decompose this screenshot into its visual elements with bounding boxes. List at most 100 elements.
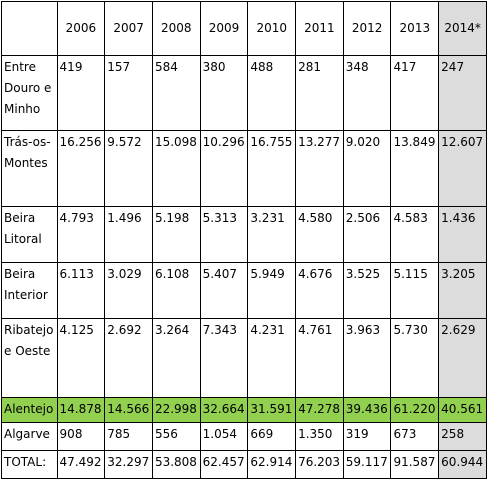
row-label: TOTAL: [1, 450, 58, 479]
row-label: Algarve [1, 422, 58, 451]
data-row: Alentejo 14.878 14.566 22.998 32.664 31.591 47… [1, 397, 487, 423]
cell: 6.113 [56, 262, 106, 319]
cell: 417 [390, 55, 440, 131]
cell: 908 [56, 422, 106, 451]
header-cell: 2009 [199, 1, 249, 56]
cell: 4.580 [295, 206, 344, 263]
cell: 13.277 [295, 130, 344, 207]
cell: 91.587 [390, 450, 440, 479]
header-cell [1, 1, 58, 56]
cell: 673 [390, 422, 440, 451]
cell: 669 [247, 422, 297, 451]
cell: 258 [438, 422, 487, 451]
cell: 4.761 [295, 318, 344, 398]
cell: 15.098 [151, 130, 201, 207]
cell: 584 [151, 55, 201, 131]
cell: 319 [342, 422, 392, 451]
row-label: Alentejo [1, 397, 58, 423]
cell: 53.808 [151, 450, 201, 479]
header-cell: 2011 [295, 1, 344, 56]
cell: 5.115 [390, 262, 440, 319]
cell: 32.664 [199, 397, 249, 423]
data-row: Ribatejo e Oeste 4.125 2.692 3.264 7.343 4.23… [1, 318, 487, 398]
cell: 4.231 [247, 318, 297, 398]
cell: 2.629 [438, 318, 487, 398]
cell: 16.755 [247, 130, 297, 207]
cell: 59.117 [342, 450, 392, 479]
cell: 556 [151, 422, 201, 451]
header-cell: 2010 [247, 1, 297, 56]
data-row: Algarve 908 785 556 1.054 669 1.350 319 673 258 [1, 422, 487, 451]
cell: 4.676 [295, 262, 344, 319]
cell: 4.583 [390, 206, 440, 263]
cell: 5.313 [199, 206, 249, 263]
cell: 3.525 [342, 262, 392, 319]
cell: 380 [199, 55, 249, 131]
cell: 47.492 [56, 450, 106, 479]
cell: 6.108 [151, 262, 201, 319]
cell: 281 [295, 55, 344, 131]
cell: 3.963 [342, 318, 392, 398]
cell: 32.297 [104, 450, 153, 479]
cell: 14.566 [104, 397, 153, 423]
row-label: Trás-os-Montes [1, 130, 58, 207]
cell: 3.231 [247, 206, 297, 263]
data-row: Beira Litoral 4.793 1.496 5.198 5.313 3.231 4.… [1, 206, 487, 263]
cell: 1.054 [199, 422, 249, 451]
cell: 1.350 [295, 422, 344, 451]
cell: 419 [56, 55, 106, 131]
cell: 76.203 [295, 450, 344, 479]
cell: 785 [104, 422, 153, 451]
header-cell: 2007 [104, 1, 153, 56]
cell: 62.457 [199, 450, 249, 479]
cell: 62.914 [247, 450, 297, 479]
cell: 12.607 [438, 130, 487, 207]
cell: 3.029 [104, 262, 153, 319]
cell: 488 [247, 55, 297, 131]
header-cell: 2013 [390, 1, 440, 56]
cell: 5.198 [151, 206, 201, 263]
header-cell: 2012 [342, 1, 392, 56]
cell: 31.591 [247, 397, 297, 423]
cell: 3.264 [151, 318, 201, 398]
cell: 61.220 [390, 397, 440, 423]
cell: 9.572 [104, 130, 153, 207]
cell: 4.793 [56, 206, 106, 263]
cell: 7.343 [199, 318, 249, 398]
cell: 14.878 [56, 397, 106, 423]
data-row: TOTAL: 47.492 32.297 53.808 62.457 62.914 76.2… [1, 450, 487, 479]
data-row: Trás-os-Montes 16.256 9.572 15.098 10.296 16.… [1, 130, 487, 207]
cell: 1.436 [438, 206, 487, 263]
cell: 157 [104, 55, 153, 131]
cell: 2.506 [342, 206, 392, 263]
cell: 13.849 [390, 130, 440, 207]
row-label: Beira Interior [1, 262, 58, 319]
cell: 40.561 [438, 397, 487, 423]
row-label: Ribatejo e Oeste [1, 318, 58, 398]
header-cell: 2014* [438, 1, 487, 56]
data-row: Entre Douro e Minho 419 157 584 380 488 281 348… [1, 55, 487, 131]
header-cell: 2006 [56, 1, 106, 56]
row-label: Entre Douro e Minho [1, 55, 58, 131]
cell: 47.278 [295, 397, 344, 423]
cell: 5.730 [390, 318, 440, 398]
cell: 3.205 [438, 262, 487, 319]
header-row: 2006 2007 2008 2009 2010 2011 2012 2013 2014* [1, 1, 487, 56]
cell: 16.256 [56, 130, 106, 207]
cell: 60.944 [438, 450, 487, 479]
cell: 2.692 [104, 318, 153, 398]
cell: 10.296 [199, 130, 249, 207]
cell: 5.949 [247, 262, 297, 319]
cell: 4.125 [56, 318, 106, 398]
cell: 5.407 [199, 262, 249, 319]
row-label: Beira Litoral [1, 206, 58, 263]
cell: 39.436 [342, 397, 392, 423]
data-row: Beira Interior 6.113 3.029 6.108 5.407 5.949 4… [1, 262, 487, 319]
cell: 22.998 [151, 397, 201, 423]
header-cell: 2008 [151, 1, 201, 56]
cell: 348 [342, 55, 392, 131]
cell: 1.496 [104, 206, 153, 263]
